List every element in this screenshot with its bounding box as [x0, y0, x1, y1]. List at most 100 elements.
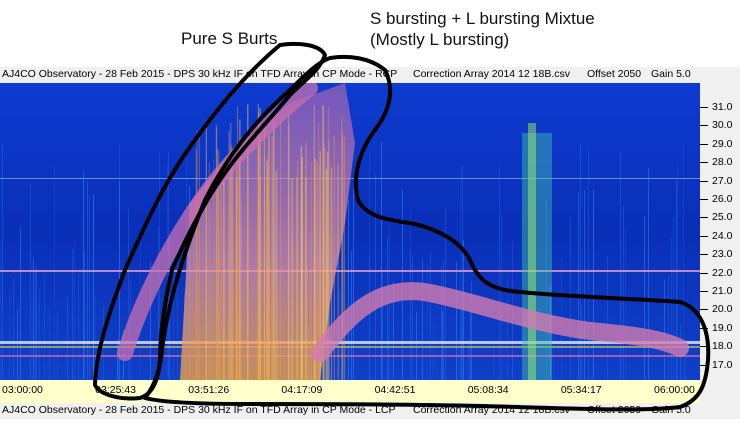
noise-streak [93, 195, 94, 380]
frequency-tick-label: 23.0 [712, 248, 733, 261]
burst-striation [229, 143, 231, 380]
burst-striation [196, 130, 198, 380]
noise-streak [93, 337, 94, 380]
noise-streak [436, 322, 437, 380]
burst-striation [264, 177, 266, 380]
burst-striation [205, 120, 207, 380]
noise-streak [369, 151, 370, 380]
frequency-tick-label: 24.0 [712, 229, 733, 242]
noise-streak [456, 261, 457, 380]
frequency-tick-mark [700, 254, 708, 256]
noise-streak [393, 280, 394, 380]
noise-streak [593, 189, 594, 380]
noise-streak [381, 142, 382, 380]
noise-streak [177, 245, 178, 380]
noise-streak [416, 311, 417, 380]
burst-striation [259, 108, 261, 380]
burst-striation [195, 149, 197, 380]
status-correction: Correction Array 2014 12 18B.csv [413, 68, 570, 80]
noise-streak [72, 249, 73, 380]
burst-striation [272, 175, 274, 380]
vertical-band [528, 123, 536, 380]
burst-striation [232, 163, 234, 380]
frequency-tick-mark [700, 364, 708, 366]
mixture-annotation-line2: (Mostly L bursting) [370, 30, 510, 49]
frequency-tick-mark [700, 125, 708, 127]
noise-streak [499, 165, 500, 380]
interference-line [0, 346, 700, 348]
frequency-tick-label: 29.0 [712, 137, 733, 150]
noise-streak [95, 295, 96, 380]
frequency-tick-mark [700, 272, 708, 274]
burst-striation [236, 177, 238, 380]
burst-striation [341, 132, 343, 380]
s-burst-track [117, 83, 318, 361]
burst-striation [228, 131, 230, 380]
burst-striation [328, 140, 330, 380]
frequency-tick-label: 19.0 [712, 321, 733, 334]
interference-line [0, 355, 700, 357]
noise-streak [17, 309, 18, 380]
frequency-tick-label: 25.0 [712, 211, 733, 224]
frequency-tick-mark [700, 235, 708, 237]
burst-striation [333, 135, 335, 380]
burst-striation [305, 142, 307, 380]
frequency-tick-mark [700, 180, 708, 182]
noise-streak [87, 181, 88, 380]
noise-streak [83, 170, 84, 380]
frequency-tick-mark [700, 107, 708, 108]
noise-streak [117, 339, 118, 380]
burst-striation [198, 130, 200, 380]
burst-striation [271, 136, 273, 380]
frequency-tick-mark [700, 309, 708, 311]
frequency-tick-label: 31.0 [712, 101, 733, 113]
noise-streak [462, 166, 463, 380]
noise-streak [460, 324, 461, 380]
noise-streak [422, 259, 423, 380]
noise-streak [84, 251, 85, 380]
frequency-tick-label: 26.0 [712, 193, 733, 205]
axis-corner [700, 380, 740, 403]
noise-streak [89, 194, 90, 380]
noise-streak [128, 208, 129, 380]
noise-streak [501, 212, 502, 380]
status-observatory: AJ4CO Observatory - 28 Feb 2015 - DPS 30… [2, 68, 398, 80]
noise-streak [67, 297, 68, 380]
frequency-tick-label: 30.0 [712, 119, 733, 132]
noise-streak [150, 261, 151, 380]
noise-streak [30, 182, 31, 380]
noise-streak [36, 266, 37, 380]
pure-s-bursts-annotation: Pure S Burts [181, 29, 278, 48]
l-burst-track [311, 282, 689, 362]
time-tick-label: 04:17:09 [281, 384, 323, 396]
noise-streak [458, 338, 459, 380]
burst-striation [236, 106, 239, 380]
noise-streak [676, 180, 677, 380]
noise-streak [673, 218, 674, 380]
frequency-tick-label: 22.0 [712, 266, 733, 279]
time-tick-label: 03:51:26 [188, 384, 230, 396]
time-axis-bar [0, 380, 700, 403]
noise-streak [493, 337, 494, 380]
burst-striation [324, 148, 326, 380]
status-offset: Offset 2050 [587, 68, 642, 80]
noise-streak [74, 240, 75, 380]
noise-streak [173, 243, 174, 380]
noise-streak [468, 339, 469, 380]
noise-streak [578, 191, 579, 380]
burst-striation [322, 105, 324, 380]
burst-striation [275, 170, 277, 380]
spectrogram [0, 83, 700, 380]
noise-streak [442, 310, 443, 380]
noise-streak [44, 268, 45, 380]
noise-streak [353, 188, 354, 380]
noise-streak [668, 275, 669, 380]
burst-striation [273, 120, 275, 380]
noise-streak [78, 274, 79, 380]
burst-striations [195, 103, 345, 380]
burst-striation [280, 117, 282, 380]
burst-striation [301, 156, 303, 380]
frequency-tick-mark [700, 217, 708, 219]
noise-streak [328, 251, 329, 380]
mixture-annotation: S bursting + L bursting Mixtue (Mostly L… [370, 8, 595, 50]
